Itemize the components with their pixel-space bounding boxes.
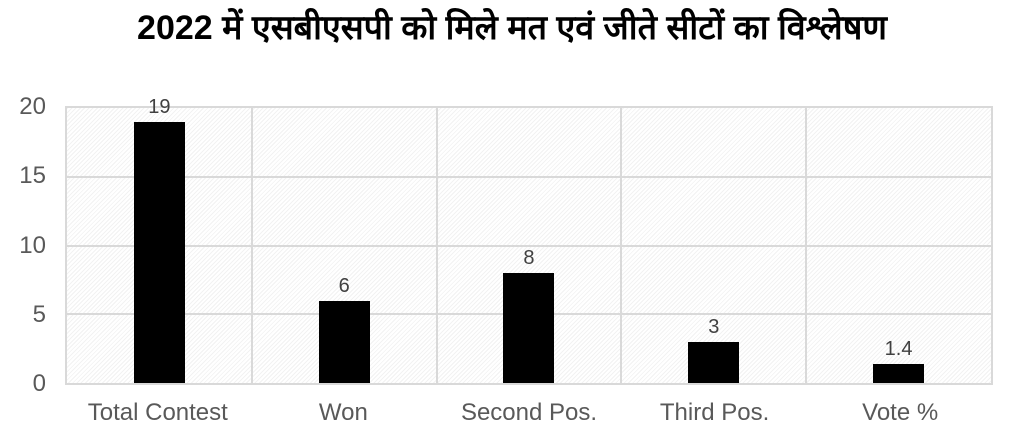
gridline-vertical: [805, 108, 808, 383]
category-label: Total Contest: [87, 399, 228, 426]
x-axis: Total Contest Won Second Pos. Third Pos. Vot…: [65, 398, 993, 428]
bars-container: 19 6 8 3 1.4: [67, 96, 991, 383]
data-label: 1.4: [884, 337, 913, 360]
category-label: Third Pos.: [659, 399, 770, 426]
y-tick-label: 15: [19, 162, 46, 190]
gridline-horizontal: [67, 244, 991, 247]
bar: [873, 363, 925, 383]
category-label: Second Pos.: [460, 399, 598, 426]
bar: [688, 341, 740, 383]
y-axis: 0 5 10 15 20: [0, 93, 46, 397]
data-label: 19: [148, 95, 171, 118]
data-label: 3: [708, 315, 720, 338]
bar-column: 3: [621, 108, 806, 383]
data-label: 8: [523, 247, 535, 269]
gridline-vertical: [250, 108, 253, 383]
data-label: 6: [338, 274, 350, 297]
chart-title: 2022 में एसबीएसपी को मिले मत एवं जीते सी…: [137, 9, 887, 47]
gridline-vertical: [435, 108, 438, 383]
bar: [318, 300, 370, 383]
gridline-horizontal: [67, 175, 991, 178]
bar-column: 1.4: [806, 108, 991, 383]
y-tick-label: 10: [19, 231, 46, 259]
gridline-vertical: [620, 108, 623, 383]
y-tick-label: 0: [32, 370, 46, 397]
bar-column: 8: [437, 108, 622, 383]
plot-area: 19 6 8 3 1.4: [65, 96, 993, 385]
bar: [133, 121, 185, 383]
y-tick-label: 20: [19, 93, 46, 120]
category-label: Won: [318, 399, 368, 426]
category-label: Vote %: [862, 399, 939, 426]
y-tick-label: 5: [32, 300, 46, 328]
bar: [503, 273, 555, 383]
bar-column: 6: [252, 108, 437, 383]
bar-column: 19: [67, 96, 252, 383]
